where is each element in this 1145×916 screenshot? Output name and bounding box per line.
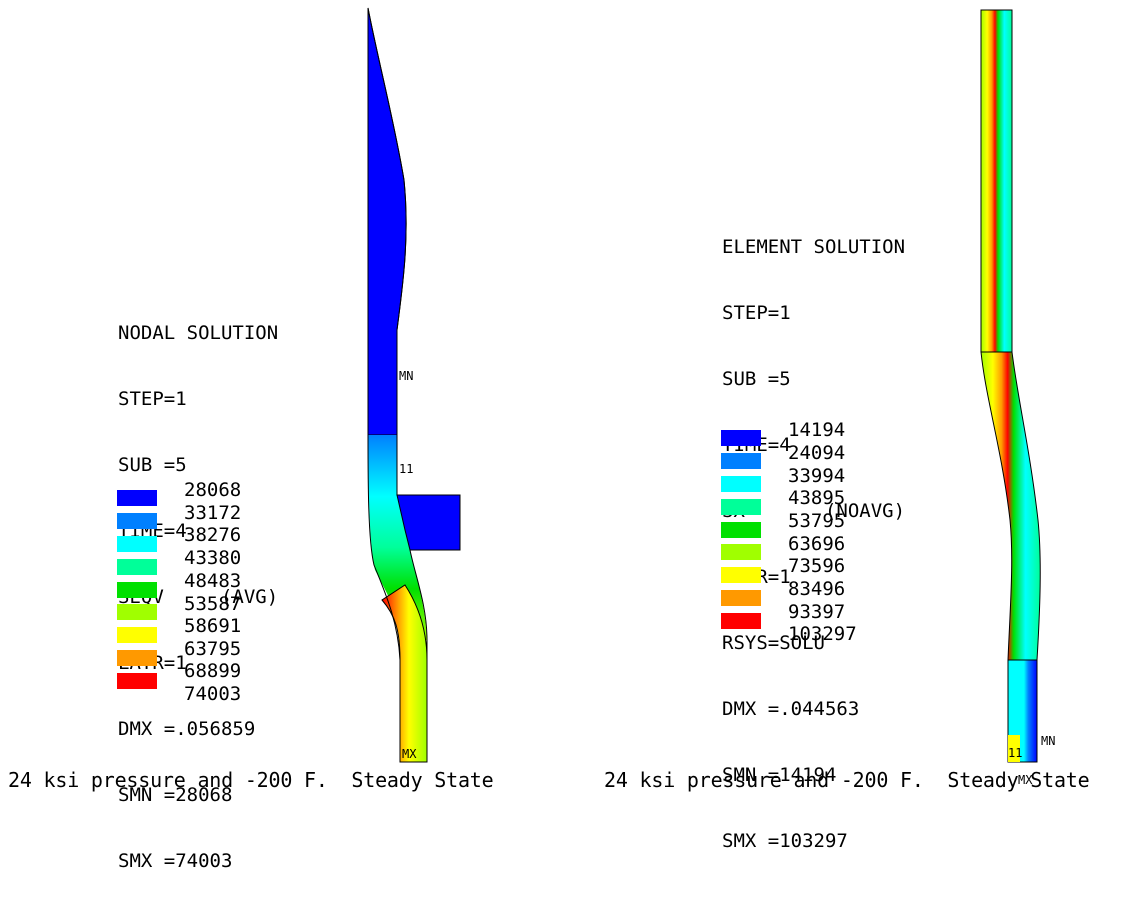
legend-value: 63696 xyxy=(788,533,846,555)
legend-value: 53795 xyxy=(788,510,846,532)
left-result-panel: NODAL SOLUTION STEP=1 SUB =5 TIME=4 SEQV… xyxy=(0,0,560,872)
legend-swatch-5 xyxy=(117,582,157,598)
legend-swatch-4 xyxy=(117,559,157,575)
legend-swatch-2 xyxy=(721,453,761,469)
header-line: NODAL SOLUTION xyxy=(118,322,279,344)
legend-value: 74003 xyxy=(184,683,242,705)
header-line: SMX =74003 xyxy=(118,850,233,872)
legend-value: 73596 xyxy=(788,555,846,577)
header-line: DMX =.056859 xyxy=(118,718,256,740)
legend-swatch-9 xyxy=(721,613,761,629)
legend-value: 53587 xyxy=(184,593,242,615)
right-contour-plot: 11 MN MX xyxy=(980,9,1055,787)
legend-value: 14194 xyxy=(788,419,846,441)
right-upper-wall xyxy=(980,9,1013,353)
legend-swatch-6 xyxy=(117,604,157,620)
header-line: DMX =.044563 xyxy=(722,698,860,720)
node-marker: 11 xyxy=(399,462,413,476)
legend-value: 63795 xyxy=(184,638,242,660)
legend-swatch-8 xyxy=(117,650,157,666)
header-line: SMX =103297 xyxy=(722,830,848,852)
legend-value: 43380 xyxy=(184,547,242,569)
header-line: ELEMENT SOLUTION xyxy=(722,236,906,258)
legend-value: 24094 xyxy=(788,442,846,464)
header-line: SUB =5 xyxy=(722,368,791,390)
right-solution-header: ELEMENT SOLUTION STEP=1 SUB =5 TIME=4 SX… xyxy=(722,192,905,896)
legend-swatch-1 xyxy=(721,430,761,446)
legend-swatch-4 xyxy=(721,499,761,515)
legend-value: 33172 xyxy=(184,502,242,524)
legend-swatch-1 xyxy=(117,490,157,506)
legend-value: 58691 xyxy=(184,615,242,637)
legend-swatch-2 xyxy=(117,513,157,529)
legend-swatch-9 xyxy=(117,673,157,689)
min-marker: MN xyxy=(399,369,413,383)
legend-value: 103297 xyxy=(788,623,857,645)
legend-value: 38276 xyxy=(184,524,242,546)
left-transition xyxy=(368,435,427,640)
legend-swatch-3 xyxy=(721,476,761,492)
node-marker: 11 xyxy=(1008,746,1022,760)
legend-value: 48483 xyxy=(184,570,242,592)
legend-value: 83496 xyxy=(788,578,846,600)
legend-swatch-8 xyxy=(721,590,761,606)
header-line: RSYS=SOLU xyxy=(722,632,825,654)
right-caption: 24 ksi pressure and -200 F. Steady State xyxy=(604,768,1090,792)
max-marker: MX xyxy=(1018,773,1033,787)
header-line: STEP=1 xyxy=(118,388,187,410)
legend-value: 28068 xyxy=(184,479,242,501)
right-bottom-hotspot xyxy=(1008,735,1020,762)
right-result-panel: ELEMENT SOLUTION STEP=1 SUB =5 TIME=4 SX… xyxy=(590,0,1145,852)
header-line: SMN =14194 xyxy=(722,764,837,786)
legend-swatch-6 xyxy=(721,544,761,560)
legend-swatch-7 xyxy=(721,567,761,583)
legend-swatch-7 xyxy=(117,627,157,643)
legend-value: 68899 xyxy=(184,660,242,682)
legend-swatch-5 xyxy=(721,522,761,538)
header-line: STEP=1 xyxy=(722,302,791,324)
max-marker: MX xyxy=(402,747,417,761)
min-marker: MN xyxy=(1041,734,1055,748)
left-caption: 24 ksi pressure and -200 F. Steady State xyxy=(8,768,494,792)
left-contour-plot: MN 11 MX xyxy=(367,7,461,763)
right-transition xyxy=(980,351,1041,661)
legend-value: 33994 xyxy=(788,465,846,487)
header-line: SUB =5 xyxy=(118,454,187,476)
legend-value: 93397 xyxy=(788,601,846,623)
legend-value: 43895 xyxy=(788,487,846,509)
legend-swatch-3 xyxy=(117,536,157,552)
